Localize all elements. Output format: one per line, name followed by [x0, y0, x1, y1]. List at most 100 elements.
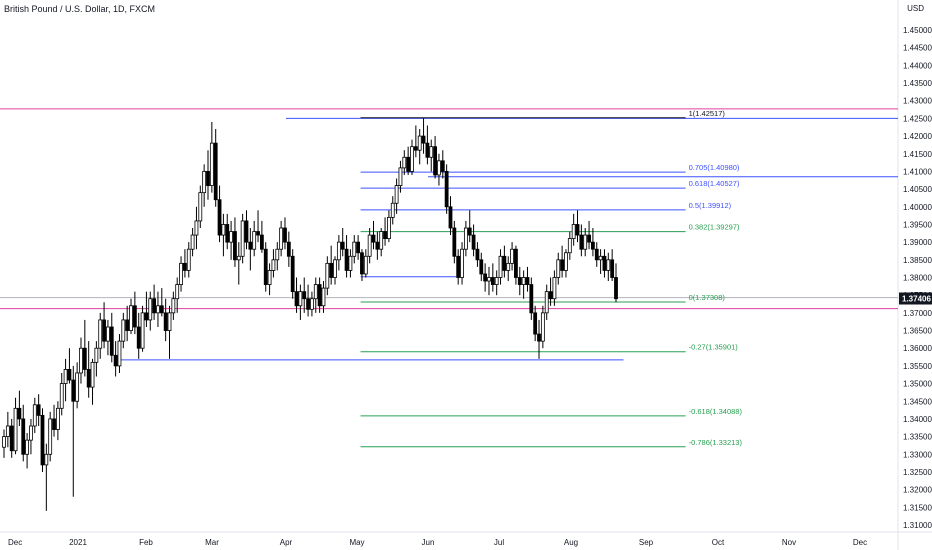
- candle: [279, 220, 284, 257]
- candle-body: [2, 436, 6, 448]
- candle: [479, 252, 484, 282]
- candle-body: [598, 255, 603, 261]
- candle-body: [21, 418, 26, 455]
- candle-body: [440, 160, 445, 172]
- last-price-label: 1.37406: [902, 295, 931, 304]
- x-tick-label: Jun: [422, 538, 435, 547]
- candle-body: [402, 156, 407, 169]
- candle: [25, 433, 29, 469]
- y-tick-label: 1.33500: [903, 433, 932, 442]
- candle-body: [244, 220, 249, 243]
- candle-body: [591, 241, 595, 250]
- candle-body: [286, 241, 291, 257]
- candle: [575, 210, 580, 243]
- candle-body: [548, 291, 553, 300]
- y-tick-label: 1.43500: [903, 79, 932, 88]
- candle: [487, 266, 491, 296]
- candle: [325, 256, 330, 296]
- candle-body: [540, 312, 545, 342]
- y-tick-label: 1.32500: [903, 468, 932, 477]
- candle-body: [283, 227, 287, 243]
- candle-body: [383, 231, 387, 240]
- candle: [529, 277, 534, 320]
- candle: [263, 242, 268, 292]
- candle: [544, 284, 549, 320]
- candle: [483, 263, 488, 292]
- fib-level-label: 0.705(1.40980): [689, 163, 740, 172]
- candle: [98, 312, 103, 359]
- candle-body: [290, 255, 295, 293]
- candle-body: [82, 347, 87, 370]
- candle: [267, 263, 272, 296]
- candle-body: [448, 206, 453, 229]
- candle-body: [179, 262, 183, 285]
- candle: [321, 281, 326, 313]
- candle: [313, 277, 318, 313]
- candle: [594, 242, 599, 267]
- candle-body: [52, 418, 56, 430]
- candle-body: [113, 354, 118, 367]
- candle: [329, 245, 334, 285]
- candle-body: [240, 220, 245, 257]
- candle-body: [152, 298, 157, 314]
- candle: [102, 302, 106, 349]
- candle-body: [5, 425, 10, 438]
- candle: [540, 305, 545, 349]
- y-tick-label: 1.36500: [903, 327, 932, 336]
- candle-body: [537, 333, 541, 342]
- candle: [367, 228, 372, 264]
- candle: [421, 118, 426, 154]
- candle: [463, 220, 468, 257]
- candle: [202, 164, 207, 207]
- y-tick-label: 1.31000: [903, 521, 932, 530]
- candle-body: [564, 252, 568, 271]
- candle-body: [225, 224, 230, 243]
- candle-body: [144, 312, 149, 321]
- candle-body: [159, 305, 164, 314]
- candle: [467, 210, 472, 243]
- candle: [352, 235, 357, 264]
- candle-body: [94, 347, 99, 363]
- y-tick-label: 1.40000: [903, 203, 932, 212]
- candle-body: [610, 259, 615, 278]
- candle: [194, 206, 199, 250]
- x-tick-label: Sep: [639, 538, 654, 547]
- candle: [179, 256, 183, 292]
- candle-body: [602, 255, 607, 271]
- candle: [136, 312, 141, 359]
- y-tick-label: 1.42000: [903, 132, 932, 141]
- candle-body: [102, 319, 106, 342]
- candle: [229, 220, 233, 260]
- candle: [55, 401, 60, 441]
- candle-body: [129, 305, 133, 331]
- candle: [217, 185, 222, 243]
- y-tick-label: 1.35000: [903, 380, 932, 389]
- candle-body: [217, 199, 222, 236]
- candle: [402, 150, 407, 175]
- candle-body: [510, 248, 514, 264]
- candle-body: [236, 255, 241, 261]
- y-tick-label: 1.43000: [903, 97, 932, 106]
- candle-body: [498, 255, 503, 278]
- candle: [44, 443, 49, 511]
- candle-body: [575, 224, 580, 236]
- candle-body: [206, 171, 210, 186]
- candle: [360, 249, 364, 282]
- candle: [159, 288, 164, 317]
- candle: [175, 277, 180, 313]
- candle: [425, 125, 430, 165]
- candle: [79, 337, 83, 384]
- candle-body: [267, 270, 272, 285]
- candle: [183, 249, 187, 278]
- candle: [144, 291, 149, 327]
- candle-body: [25, 439, 29, 455]
- candle: [494, 270, 499, 296]
- candle: [75, 362, 80, 409]
- candle-body: [494, 277, 499, 285]
- candle: [221, 213, 226, 257]
- candle: [552, 270, 557, 306]
- candle-body: [514, 248, 518, 278]
- candle-body: [48, 418, 53, 455]
